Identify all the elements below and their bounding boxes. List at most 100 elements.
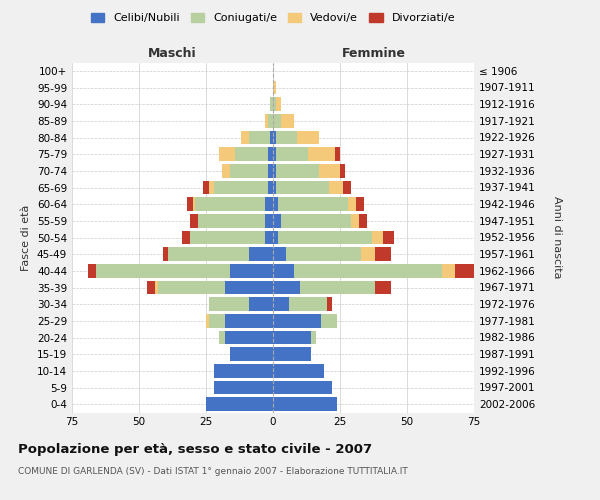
Bar bbox=[273, 164, 275, 177]
Bar bbox=[383, 230, 394, 244]
Bar bbox=[278, 198, 348, 211]
Bar bbox=[273, 348, 311, 361]
Bar bbox=[359, 214, 367, 228]
Bar bbox=[326, 298, 332, 311]
Bar bbox=[265, 198, 273, 211]
Bar bbox=[300, 280, 375, 294]
Bar bbox=[275, 164, 319, 177]
Bar bbox=[275, 130, 297, 144]
Bar bbox=[268, 164, 273, 177]
Bar bbox=[273, 98, 275, 111]
Bar bbox=[351, 214, 359, 228]
Bar bbox=[241, 130, 249, 144]
Bar bbox=[321, 314, 337, 328]
Bar bbox=[214, 180, 268, 194]
Bar bbox=[319, 164, 340, 177]
Bar bbox=[230, 164, 268, 177]
Bar bbox=[281, 114, 295, 128]
Y-axis label: Fasce di età: Fasce di età bbox=[22, 204, 31, 270]
Bar bbox=[193, 198, 195, 211]
Bar bbox=[268, 148, 273, 161]
Bar bbox=[220, 330, 225, 344]
Bar bbox=[455, 264, 482, 278]
Bar bbox=[169, 248, 249, 261]
Bar bbox=[249, 248, 273, 261]
Bar bbox=[214, 364, 273, 378]
Bar bbox=[273, 148, 275, 161]
Bar bbox=[88, 264, 96, 278]
Bar bbox=[230, 264, 273, 278]
Bar bbox=[273, 180, 275, 194]
Bar bbox=[311, 330, 316, 344]
Bar bbox=[96, 264, 230, 278]
Bar bbox=[190, 214, 198, 228]
Bar bbox=[308, 148, 335, 161]
Bar bbox=[209, 180, 214, 194]
Bar bbox=[158, 280, 225, 294]
Bar bbox=[249, 130, 271, 144]
Bar bbox=[273, 330, 311, 344]
Bar bbox=[182, 230, 190, 244]
Text: Maschi: Maschi bbox=[148, 47, 197, 60]
Bar bbox=[209, 314, 225, 328]
Bar bbox=[271, 98, 273, 111]
Bar bbox=[206, 314, 209, 328]
Bar bbox=[289, 298, 326, 311]
Bar bbox=[372, 230, 383, 244]
Bar bbox=[195, 198, 265, 211]
Bar bbox=[375, 248, 391, 261]
Bar bbox=[343, 180, 351, 194]
Bar bbox=[273, 214, 281, 228]
Text: Popolazione per età, sesso e stato civile - 2007: Popolazione per età, sesso e stato civil… bbox=[18, 442, 372, 456]
Bar bbox=[265, 114, 268, 128]
Bar bbox=[273, 314, 321, 328]
Legend: Celibi/Nubili, Coniugati/e, Vedovi/e, Divorziati/e: Celibi/Nubili, Coniugati/e, Vedovi/e, Di… bbox=[86, 8, 460, 28]
Y-axis label: Anni di nascita: Anni di nascita bbox=[552, 196, 562, 278]
Bar bbox=[275, 180, 329, 194]
Bar bbox=[273, 280, 300, 294]
Bar bbox=[220, 148, 235, 161]
Bar bbox=[198, 214, 265, 228]
Bar bbox=[273, 298, 289, 311]
Bar bbox=[190, 230, 265, 244]
Bar bbox=[295, 264, 442, 278]
Bar bbox=[222, 164, 230, 177]
Bar bbox=[273, 264, 295, 278]
Bar bbox=[235, 148, 268, 161]
Bar bbox=[335, 148, 340, 161]
Bar bbox=[268, 180, 273, 194]
Bar bbox=[225, 314, 273, 328]
Bar bbox=[273, 80, 275, 94]
Bar bbox=[265, 230, 273, 244]
Bar bbox=[329, 180, 343, 194]
Bar bbox=[225, 330, 273, 344]
Bar bbox=[203, 180, 209, 194]
Bar bbox=[273, 398, 337, 411]
Bar bbox=[340, 164, 346, 177]
Bar bbox=[155, 280, 158, 294]
Bar bbox=[361, 248, 375, 261]
Bar bbox=[163, 248, 169, 261]
Bar bbox=[273, 230, 278, 244]
Text: Femmine: Femmine bbox=[341, 47, 406, 60]
Bar bbox=[206, 398, 273, 411]
Bar bbox=[278, 230, 372, 244]
Bar bbox=[271, 130, 273, 144]
Bar bbox=[214, 380, 273, 394]
Bar bbox=[249, 298, 273, 311]
Bar bbox=[442, 264, 455, 278]
Bar bbox=[356, 198, 364, 211]
Bar bbox=[273, 198, 278, 211]
Bar bbox=[147, 280, 155, 294]
Bar bbox=[273, 130, 275, 144]
Bar bbox=[286, 248, 361, 261]
Bar bbox=[275, 98, 281, 111]
Bar bbox=[348, 198, 356, 211]
Bar bbox=[375, 280, 391, 294]
Bar bbox=[225, 280, 273, 294]
Bar bbox=[297, 130, 319, 144]
Bar bbox=[273, 114, 281, 128]
Bar bbox=[281, 214, 351, 228]
Text: COMUNE DI GARLENDA (SV) - Dati ISTAT 1° gennaio 2007 - Elaborazione TUTTITALIA.I: COMUNE DI GARLENDA (SV) - Dati ISTAT 1° … bbox=[18, 468, 408, 476]
Bar bbox=[273, 248, 286, 261]
